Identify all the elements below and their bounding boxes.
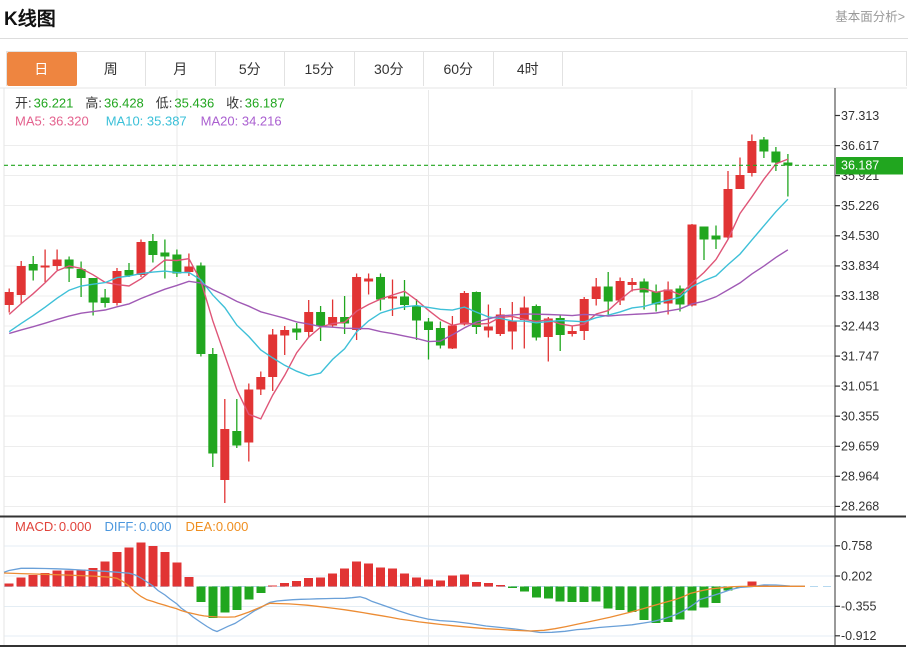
svg-text:31.747: 31.747 (841, 349, 879, 363)
svg-text:-0.912: -0.912 (841, 629, 876, 643)
svg-text:31.051: 31.051 (841, 379, 879, 393)
svg-text:36.187: 36.187 (841, 159, 879, 173)
svg-text:-0.355: -0.355 (841, 600, 876, 614)
svg-text:33.138: 33.138 (841, 289, 879, 303)
svg-text:0.758: 0.758 (841, 539, 872, 553)
svg-text:33.834: 33.834 (841, 259, 879, 273)
svg-text:32.443: 32.443 (841, 319, 879, 333)
svg-text:28.268: 28.268 (841, 500, 879, 514)
svg-text:34.530: 34.530 (841, 229, 879, 243)
svg-text:28.964: 28.964 (841, 470, 879, 484)
svg-text:35.226: 35.226 (841, 199, 879, 213)
svg-text:37.313: 37.313 (841, 109, 879, 123)
svg-text:0.202: 0.202 (841, 569, 872, 583)
svg-text:30.355: 30.355 (841, 410, 879, 424)
svg-text:29.659: 29.659 (841, 440, 879, 454)
svg-text:36.617: 36.617 (841, 139, 879, 153)
